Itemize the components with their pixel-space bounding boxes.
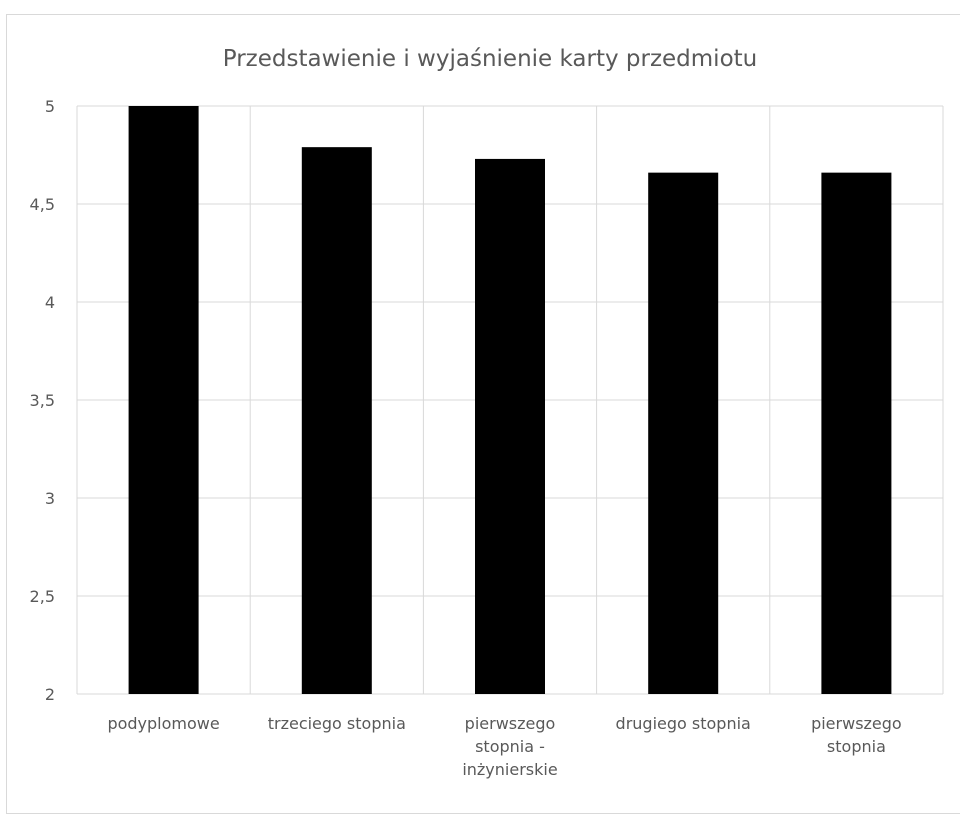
y-tick-label: 2,5 (30, 587, 55, 606)
y-axis-ticks: 2 2,5 3 3,5 4 4,5 5 (30, 97, 55, 704)
y-tick-label: 4,5 (30, 195, 55, 214)
bar (821, 172, 892, 694)
bar (475, 158, 545, 695)
x-tick-label: drugiego stopnia (616, 714, 751, 733)
y-tick-label: 3,5 (30, 391, 55, 410)
x-axis-ticks: podyplomowe trzeciego stopnia pierwszego st… (107, 714, 901, 779)
bars (128, 106, 892, 695)
y-tick-label: 2 (45, 685, 55, 704)
bar (301, 147, 372, 694)
y-tick-label: 4 (45, 293, 55, 312)
chart-title: Przedstawienie i wyjaśnienie karty przed… (223, 46, 758, 72)
x-tick-label: trzeciego stopnia (268, 714, 406, 733)
y-tick-label: 3 (45, 489, 55, 508)
x-tick-label: pierwszego stopnia -inżynierskie (462, 714, 557, 779)
x-tick-label: pierwszego stopnia (811, 714, 902, 756)
bar (648, 172, 719, 694)
bar (128, 106, 199, 694)
y-tick-label: 5 (45, 97, 55, 116)
x-tick-label: podyplomowe (107, 714, 219, 733)
